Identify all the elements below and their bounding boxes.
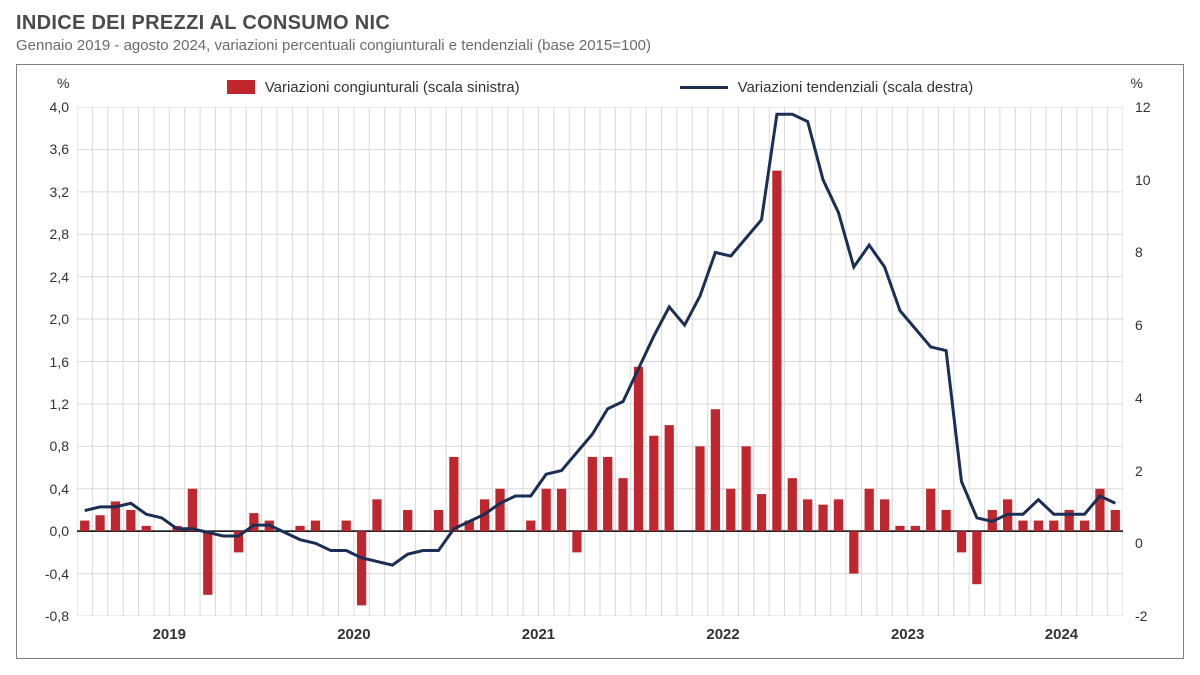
chart-subtitle: Gennaio 2019 - agosto 2024, variazioni p… bbox=[16, 37, 1184, 54]
y-left-tick-label: 2,4 bbox=[29, 269, 69, 285]
y-right-tick-label: 12 bbox=[1135, 99, 1151, 115]
legend-bars-label: Variazioni congiunturali (scala sinistra… bbox=[265, 79, 520, 96]
y-left-tick-label: 4,0 bbox=[29, 99, 69, 115]
legend-item-line: Variazioni tendenziali (scala destra) bbox=[680, 79, 974, 96]
y-left-tick-label: 2,8 bbox=[29, 226, 69, 242]
x-year-label: 2020 bbox=[337, 626, 370, 643]
legend-swatch-bar-icon bbox=[227, 80, 255, 94]
x-year-label: 2019 bbox=[153, 626, 186, 643]
y-left-tick-label: 0,8 bbox=[29, 438, 69, 454]
plot-area bbox=[77, 107, 1123, 616]
legend-line-label: Variazioni tendenziali (scala destra) bbox=[738, 79, 974, 96]
y-right-tick-label: 2 bbox=[1135, 463, 1143, 479]
y-right-tick-label: 8 bbox=[1135, 244, 1143, 260]
y-right-unit: % bbox=[1131, 75, 1143, 91]
legend: Variazioni congiunturali (scala sinistra… bbox=[17, 73, 1183, 101]
chart-container: Variazioni congiunturali (scala sinistra… bbox=[16, 64, 1184, 659]
y-left-unit: % bbox=[57, 75, 69, 91]
legend-item-bars: Variazioni congiunturali (scala sinistra… bbox=[227, 79, 520, 96]
y-left-tick-label: 1,2 bbox=[29, 396, 69, 412]
y-right-tick-label: 6 bbox=[1135, 317, 1143, 333]
y-right-tick-label: -2 bbox=[1135, 608, 1147, 624]
y-left-tick-label: 2,0 bbox=[29, 311, 69, 327]
y-left-tick-label: -0,8 bbox=[29, 608, 69, 624]
y-left-tick-label: 0,4 bbox=[29, 481, 69, 497]
chart-title: INDICE DEI PREZZI AL CONSUMO NIC bbox=[16, 12, 1184, 35]
y-left-tick-label: 1,6 bbox=[29, 354, 69, 370]
y-left-tick-label: 3,6 bbox=[29, 141, 69, 157]
y-left-tick-label: 0,0 bbox=[29, 523, 69, 539]
x-year-label: 2023 bbox=[891, 626, 924, 643]
legend-swatch-line-icon bbox=[680, 86, 728, 89]
y-right-tick-label: 0 bbox=[1135, 535, 1143, 551]
chart-svg bbox=[77, 107, 1123, 616]
x-year-label: 2021 bbox=[522, 626, 555, 643]
y-right-tick-label: 4 bbox=[1135, 390, 1143, 406]
y-right-tick-label: 10 bbox=[1135, 172, 1151, 188]
y-left-tick-label: -0,4 bbox=[29, 566, 69, 582]
x-year-label: 2022 bbox=[706, 626, 739, 643]
x-year-label: 2024 bbox=[1045, 626, 1078, 643]
y-left-tick-label: 3,2 bbox=[29, 184, 69, 200]
